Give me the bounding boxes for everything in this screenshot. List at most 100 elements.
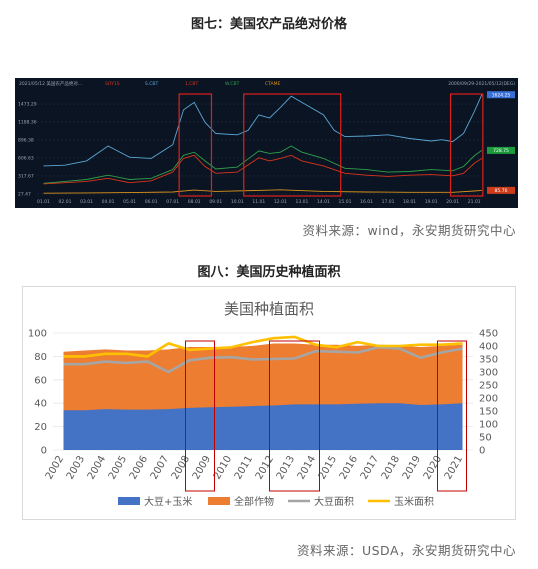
x-tick-label: 2004 (86, 454, 108, 482)
y-left-tick-label: 40 (34, 399, 47, 410)
x-tick-label: 17.01 (382, 199, 395, 205)
terminal-header-right: 2000/09/29-2021/05/12(DEG) (448, 81, 515, 87)
x-tick-label: 06.01 (145, 199, 158, 205)
x-tick-label: 2011 (233, 454, 255, 482)
figure7-source: 资料来源：wind，永安期货研究中心 (302, 223, 516, 238)
x-tick-label: 18.01 (403, 199, 416, 205)
x-tick-label: 2020 (422, 454, 444, 482)
price-series-line (43, 94, 483, 167)
y-right-tick-label: 450 (479, 329, 498, 340)
x-tick-label: 2012 (254, 454, 276, 482)
legend-label: 大豆面积 (314, 495, 354, 508)
highlight-box (437, 340, 467, 492)
x-tick-label: 02.01 (59, 199, 72, 205)
y-left-tick-label: 80 (34, 352, 47, 363)
x-tick-label: 2002 (44, 454, 66, 482)
y-right-tick-label: 250 (479, 381, 498, 392)
price-badge-label: 85.76 (495, 188, 508, 194)
line-series (63, 346, 463, 374)
highlight-box (185, 340, 215, 492)
x-tick-label: 05.01 (123, 199, 136, 205)
x-tick-label: 21.01 (468, 199, 481, 205)
x-tick-label: 2013 (275, 454, 297, 482)
highlight-box (269, 340, 320, 492)
x-tick-label: 07.01 (166, 199, 179, 205)
price-badge-label: 1624.25 (492, 92, 511, 98)
x-tick-label: 08.01 (188, 199, 201, 205)
x-tick-label: 2021 (443, 454, 465, 482)
x-tick-label: 03.01 (80, 199, 93, 205)
terminal-header-item: S.CBT (145, 81, 159, 87)
price-badge-label: 728.75 (493, 148, 509, 154)
price-badge (487, 186, 515, 194)
x-tick-label: 04.01 (102, 199, 115, 205)
x-tick-label: 14.01 (317, 199, 330, 205)
price-series-line (43, 154, 483, 185)
highlight-box (243, 93, 342, 197)
y-left-tick-label: 0 (41, 446, 47, 457)
x-tick-label: 11.01 (252, 199, 265, 205)
y-tick-label: 1473.29 (18, 102, 37, 108)
highlight-box (449, 93, 484, 197)
y-left-tick-label: 100 (28, 329, 47, 340)
line-series (63, 335, 463, 358)
y-right-tick-label: 0 (479, 446, 485, 457)
legend-label: 大豆+玉米 (144, 495, 192, 508)
x-tick-label: 2016 (338, 454, 360, 482)
price-series-line (43, 189, 482, 194)
x-tick-label: 2003 (65, 454, 87, 482)
terminal-header-left: 2021/05/12 美国农产品绝对... (19, 80, 82, 87)
x-tick-label: 09.01 (209, 199, 222, 205)
x-tick-label: 19.01 (425, 199, 438, 205)
y-right-tick-label: 100 (479, 420, 498, 431)
y-right-tick-label: 50 (479, 433, 492, 444)
y-right-tick-label: 400 (479, 342, 498, 353)
x-tick-label: 2008 (170, 454, 192, 482)
x-tick-label: 2015 (317, 454, 339, 482)
x-tick-label: 2017 (359, 454, 381, 482)
y-tick-label: 317.67 (18, 173, 34, 179)
terminal-header-item: W.CBT (225, 81, 240, 87)
y-left-tick-label: 60 (34, 375, 47, 386)
y-right-tick-label: 150 (479, 407, 498, 418)
x-tick-label: 13.01 (295, 199, 308, 205)
y-tick-label: 896.38 (18, 137, 34, 143)
x-tick-label: 20.01 (446, 199, 459, 205)
figure8-source: 资料来源：USDA，永安期货研究中心 (296, 543, 516, 558)
terminal-header-item: CTAME (265, 81, 281, 87)
area-series (63, 403, 463, 450)
figure8-svg: 美国种植面积 0 20 40 60 80 100 0 50 100 150 200 250 300 350 4… (28, 300, 498, 508)
highlight-box (178, 93, 213, 197)
x-tick-label: 12.01 (274, 199, 287, 205)
figure7-chart: 2021/05/12 美国农产品绝对... SOY1S S.CBT 1,CBT W.CB… (15, 78, 518, 208)
x-tick-label: 2009 (191, 454, 213, 482)
y-right-tick-label: 350 (479, 355, 498, 366)
y-tick-label: 606.63 (18, 155, 34, 161)
figure8-chart: 美国种植面积 0 20 40 60 80 100 0 50 100 150 200 250 300 350 4… (22, 286, 516, 520)
x-tick-label: 16.01 (360, 199, 373, 205)
y-tick-label: 1188.36 (18, 119, 37, 125)
legend-swatch (208, 497, 230, 505)
x-tick-label: 2014 (296, 454, 318, 482)
legend-label: 全部作物 (234, 495, 274, 508)
x-tick-label: 15.01 (339, 199, 352, 205)
y-tick-label: 27.47 (18, 192, 31, 198)
x-tick-label: 2018 (380, 454, 402, 482)
price-badge (487, 91, 515, 99)
y-left-tick-label: 20 (34, 422, 47, 433)
x-tick-label: 2010 (212, 454, 234, 482)
x-tick-label: 2007 (149, 454, 171, 482)
price-series-line (43, 145, 483, 184)
figure8-title: 图八：美国历史种植面积 (197, 265, 341, 280)
legend-label: 玉米面积 (394, 495, 434, 508)
x-tick-label: 2019 (401, 454, 423, 482)
legend-swatch (118, 497, 140, 505)
terminal-header-item: SOY1S (105, 81, 120, 87)
price-badge (487, 146, 515, 154)
terminal-header-item: 1,CBT (185, 81, 199, 87)
figure7-svg: 2021/05/12 美国农产品绝对... SOY1S S.CBT 1,CBT W.CB… (18, 80, 515, 205)
y-right-tick-label: 200 (479, 394, 498, 405)
x-tick-label: 2006 (128, 454, 150, 482)
x-tick-label: 2005 (107, 454, 129, 482)
y-right-tick-label: 300 (479, 368, 498, 379)
